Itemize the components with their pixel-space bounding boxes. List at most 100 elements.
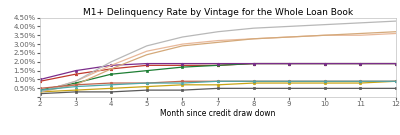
4Q2017 — [180, 63, 185, 64]
2Q2017 — [38, 80, 42, 82]
3Q2018 — [394, 20, 398, 22]
4Q2018 — [287, 80, 292, 82]
4Q2018 — [251, 80, 256, 82]
4Q2017 — [322, 63, 327, 64]
3Q2018 — [109, 61, 114, 63]
3Q2017 — [180, 66, 185, 68]
2Q2018 — [358, 33, 363, 34]
4Q2017 — [287, 63, 292, 64]
3Q2017 — [216, 65, 220, 66]
1Q2017 — [358, 87, 363, 89]
4Q2017 — [394, 63, 398, 64]
3Q2017 — [251, 63, 256, 64]
2Q2017 — [180, 65, 185, 66]
4Q2016 — [216, 84, 220, 86]
1Q2019 — [216, 80, 220, 82]
1Q2018 — [322, 34, 327, 36]
3Q2018 — [322, 24, 327, 25]
3Q2017 — [287, 63, 292, 64]
4Q2018 — [322, 80, 327, 82]
4Q2016 — [358, 82, 363, 84]
Line: 2Q2018: 2Q2018 — [40, 32, 396, 92]
1Q2018 — [394, 33, 398, 34]
4Q2016 — [322, 82, 327, 84]
2Q2017 — [216, 65, 220, 66]
2Q2017 — [251, 63, 256, 64]
4Q2018 — [38, 87, 42, 89]
4Q2016 — [109, 87, 114, 89]
4Q2018 — [394, 80, 398, 82]
3Q2017 — [358, 63, 363, 64]
4Q2017 — [144, 63, 149, 64]
1Q2017 — [322, 87, 327, 89]
1Q2018 — [38, 91, 42, 93]
1Q2018 — [287, 36, 292, 38]
Line: 4Q2017: 4Q2017 — [39, 62, 397, 81]
1Q2018 — [216, 40, 220, 41]
2Q2018 — [251, 38, 256, 40]
1Q2017 — [180, 89, 185, 91]
Line: 3Q2017: 3Q2017 — [39, 62, 397, 91]
3Q2017 — [38, 89, 42, 91]
2Q2018 — [180, 45, 185, 47]
X-axis label: Month since credit draw down: Month since credit draw down — [160, 109, 276, 118]
1Q2017 — [251, 87, 256, 89]
2Q2017 — [287, 63, 292, 64]
2Q2017 — [322, 63, 327, 64]
Line: 4Q2018: 4Q2018 — [39, 80, 397, 90]
3Q2017 — [322, 63, 327, 64]
1Q2019 — [73, 86, 78, 87]
4Q2017 — [358, 63, 363, 64]
2Q2017 — [358, 63, 363, 64]
1Q2019 — [251, 80, 256, 82]
2Q2018 — [322, 34, 327, 36]
1Q2017 — [394, 87, 398, 89]
3Q2017 — [109, 73, 114, 75]
4Q2016 — [287, 82, 292, 84]
Line: 2Q2017: 2Q2017 — [39, 62, 397, 82]
2Q2017 — [394, 63, 398, 64]
1Q2017 — [216, 87, 220, 89]
4Q2018 — [180, 80, 185, 82]
1Q2019 — [109, 84, 114, 86]
4Q2016 — [394, 80, 398, 82]
1Q2017 — [73, 91, 78, 93]
1Q2018 — [109, 65, 114, 66]
3Q2018 — [287, 26, 292, 27]
4Q2016 — [144, 86, 149, 87]
4Q2017 — [251, 63, 256, 64]
4Q2016 — [251, 82, 256, 84]
1Q2018 — [180, 43, 185, 45]
4Q2018 — [358, 80, 363, 82]
2Q2018 — [73, 84, 78, 86]
2Q2017 — [109, 68, 114, 70]
3Q2018 — [216, 31, 220, 33]
2Q2018 — [109, 68, 114, 70]
4Q2017 — [38, 79, 42, 80]
Line: 4Q2016: 4Q2016 — [39, 80, 397, 93]
2Q2018 — [394, 31, 398, 33]
1Q2019 — [358, 80, 363, 82]
1Q2018 — [251, 38, 256, 40]
3Q2018 — [73, 80, 78, 82]
3Q2018 — [358, 22, 363, 24]
3Q2017 — [144, 70, 149, 71]
3Q2018 — [251, 27, 256, 29]
1Q2019 — [180, 82, 185, 84]
1Q2018 — [144, 50, 149, 52]
1Q2017 — [38, 93, 42, 94]
3Q2017 — [73, 82, 78, 84]
1Q2019 — [287, 80, 292, 82]
4Q2018 — [109, 82, 114, 84]
1Q2017 — [109, 91, 114, 93]
2Q2018 — [144, 54, 149, 55]
4Q2017 — [216, 63, 220, 64]
2Q2017 — [144, 65, 149, 66]
Line: 1Q2017: 1Q2017 — [39, 87, 397, 95]
4Q2016 — [38, 91, 42, 93]
2Q2018 — [287, 36, 292, 38]
3Q2018 — [38, 91, 42, 93]
Title: M1+ Delinquency Rate by Vintage for the Whole Loan Book: M1+ Delinquency Rate by Vintage for the … — [83, 8, 353, 17]
1Q2017 — [287, 87, 292, 89]
4Q2017 — [73, 70, 78, 71]
